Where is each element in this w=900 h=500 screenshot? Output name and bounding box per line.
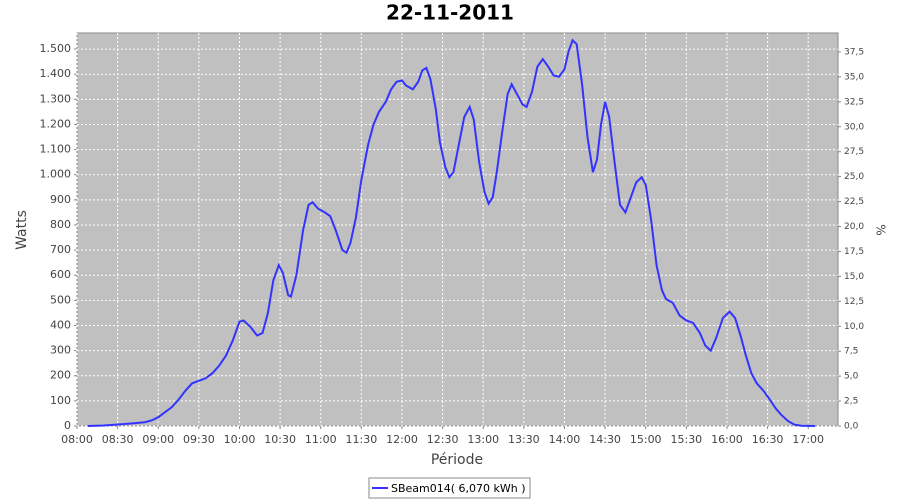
y2-tick-label: 7,5 [844, 347, 858, 357]
y2-tick-label: 37,5 [844, 47, 864, 57]
y-tick-label: 1.300 [40, 92, 72, 105]
x-tick-label: 14:00 [549, 433, 581, 446]
y2-tick-label: 10,0 [844, 322, 864, 332]
x-tick-label: 13:00 [467, 433, 499, 446]
x-tick-label: 10:00 [224, 433, 256, 446]
y-axis-label: Watts [14, 210, 30, 250]
y2-tick-label: 32,5 [844, 97, 864, 107]
y-tick-label: 600 [50, 268, 71, 281]
chart-title: 22-11-2011 [386, 1, 514, 25]
y2-tick-label: 17,5 [844, 247, 864, 257]
x-axis-label: Période [431, 452, 483, 468]
x-tick-label: 09:00 [142, 433, 174, 446]
y-tick-label: 1.200 [40, 117, 72, 130]
y-tick-label: 200 [50, 369, 71, 382]
x-tick-label: 14:30 [589, 433, 621, 446]
y-tick-label: 900 [50, 193, 71, 206]
x-tick-label: 12:00 [386, 433, 418, 446]
y-tick-label: 800 [50, 218, 71, 231]
x-tick-label: 16:30 [752, 433, 784, 446]
x-tick-label: 15:00 [630, 433, 662, 446]
legend: SBeam014( 6,070 kWh ) [368, 477, 531, 499]
y2-tick-label: 25,0 [844, 172, 864, 182]
y-tick-label: 500 [50, 293, 71, 306]
y-tick-label: 1.400 [40, 67, 72, 80]
x-tick-label: 11:00 [305, 433, 337, 446]
x-tick-label: 10:30 [264, 433, 296, 446]
y2-tick-label: 5,0 [844, 372, 859, 382]
y2-tick-label: 2,5 [844, 397, 858, 407]
series-line [87, 38, 815, 427]
x-tick-label: 13:30 [508, 433, 540, 446]
y-tick-label: 1.100 [40, 143, 72, 156]
x-tick-label: 09:30 [183, 433, 215, 446]
y2-tick-label: 20,0 [844, 222, 864, 232]
y2-tick-label: 22,5 [844, 197, 864, 207]
y2-tick-label: 15,0 [844, 272, 864, 282]
y2-tick-label: 0,0 [844, 422, 859, 432]
x-tick-label: 08:00 [61, 433, 93, 446]
x-tick-label: 11:30 [346, 433, 378, 446]
y2-tick-label: 27,5 [844, 147, 864, 157]
y2-tick-label: 35,0 [844, 72, 864, 82]
y2-axis-label: % [874, 224, 888, 235]
y-tick-label: 400 [50, 318, 71, 331]
y2-tick-label: 12,5 [844, 297, 864, 307]
x-tick-label: 17:00 [792, 433, 824, 446]
x-tick-label: 12:30 [427, 433, 459, 446]
x-tick-label: 08:30 [102, 433, 134, 446]
plot-area [76, 32, 839, 427]
y-tick-label: 0 [64, 419, 71, 432]
y2-tick-label: 30,0 [844, 122, 864, 132]
y-tick-label: 1.000 [40, 168, 72, 181]
y-tick-label: 1.500 [40, 42, 72, 55]
y-tick-label: 100 [50, 394, 71, 407]
x-tick-label: 15:30 [670, 433, 702, 446]
legend-box [368, 477, 531, 499]
x-tick-label: 16:00 [711, 433, 743, 446]
legend-label: SBeam014( 6,070 kWh ) [391, 482, 526, 495]
y-tick-label: 700 [50, 243, 71, 256]
y-tick-label: 300 [50, 344, 71, 357]
